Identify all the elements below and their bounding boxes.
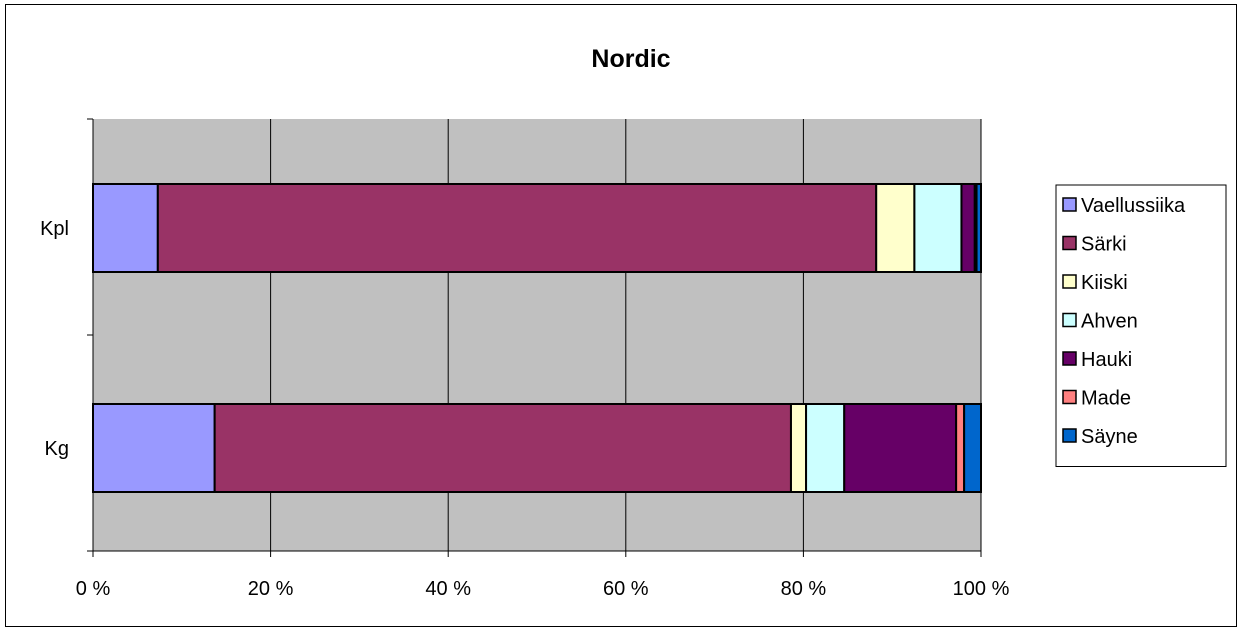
bar-kg-7 — [963, 403, 982, 493]
legend: Vaellussiika Särki Kiiski Ahven Hauki Made Säy… — [1055, 184, 1227, 467]
x-tick-label: 0 % — [76, 578, 111, 600]
bar-kg-1 — [92, 403, 216, 493]
bar-kpl-7 — [975, 183, 982, 273]
legend-swatch — [1062, 351, 1077, 366]
legend-label: Säyne — [1081, 426, 1138, 448]
y-category-label: Kpl — [40, 218, 69, 240]
legend-swatch — [1062, 274, 1077, 289]
bar-kpl-1 — [92, 183, 159, 273]
x-tick-label: 100 % — [953, 578, 1010, 600]
bar-kg-6 — [955, 403, 966, 493]
bar-kg-5 — [843, 403, 958, 493]
chart-title: Nordic — [591, 45, 670, 73]
legend-label: Made — [1081, 388, 1131, 410]
legend-swatch — [1062, 197, 1077, 212]
plot-area: 0 % 20 % 40 % 60 % 80 % 100 % Kpl Kg — [40, 118, 1010, 600]
x-tick-label: 20 % — [248, 578, 294, 600]
legend-label: Vaellussiika — [1081, 195, 1186, 217]
bar-kg-2 — [213, 403, 792, 493]
legend-box — [1055, 184, 1227, 467]
y-category-label: Kg — [45, 438, 69, 460]
bar-kg-4 — [805, 403, 846, 493]
legend-swatch — [1062, 312, 1077, 328]
legend-label: Ahven — [1081, 311, 1138, 333]
x-tick-label: 40 % — [425, 578, 471, 600]
chart-frame: Nordic 0 % 20 % 40 % 60 % 80 % 100 % Kpl Kg Vae… — [5, 4, 1237, 627]
legend-label: Kiiski — [1081, 272, 1128, 294]
bar-kg-3 — [789, 403, 808, 493]
chart-svg: Nordic 0 % 20 % 40 % 60 % 80 % 100 % Kpl Kg Vae… — [40, 45, 1227, 600]
bar-kpl-3 — [875, 183, 916, 273]
legend-label: Särki — [1081, 234, 1127, 256]
bar-kpl-5 — [960, 183, 976, 273]
bar-kpl-2 — [156, 183, 878, 273]
legend-swatch — [1062, 428, 1077, 443]
x-tick-label: 80 % — [781, 578, 827, 600]
bar-kpl-4 — [913, 183, 963, 273]
legend-swatch — [1062, 235, 1077, 251]
legend-label: Hauki — [1081, 349, 1132, 371]
legend-swatch — [1062, 389, 1077, 405]
x-tick-label: 60 % — [603, 578, 649, 600]
